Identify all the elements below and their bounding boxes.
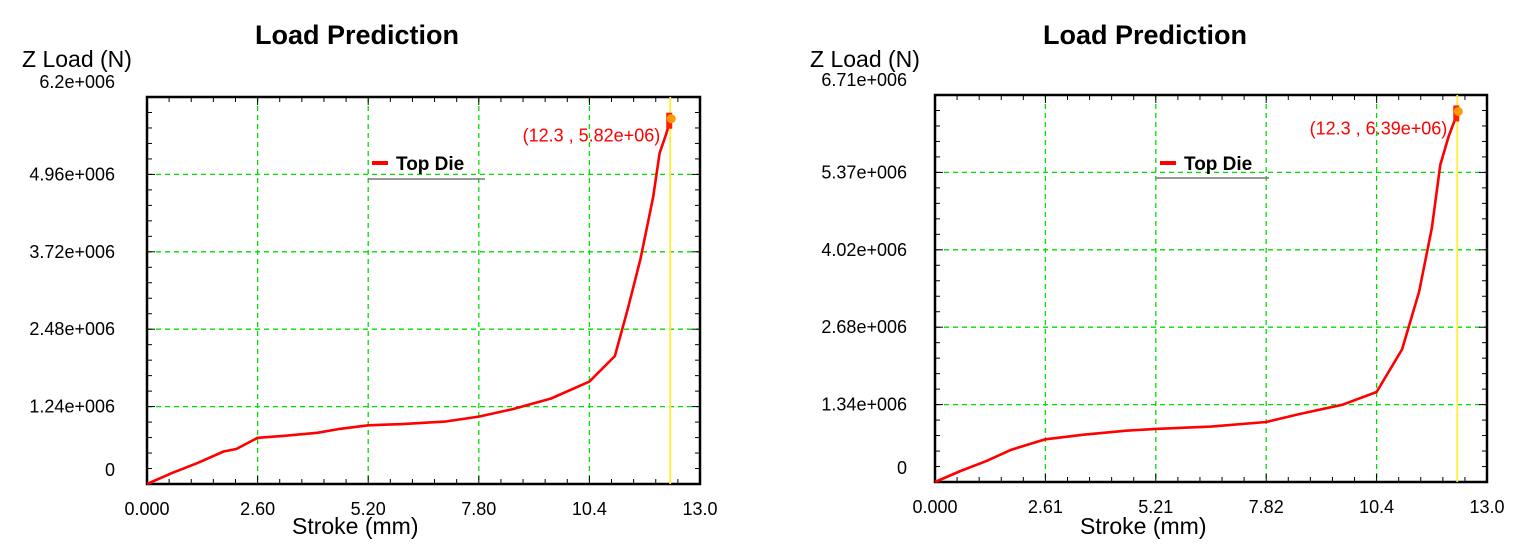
x-tick-label: 5.21 xyxy=(1138,497,1173,517)
plot-frame xyxy=(933,93,1489,484)
x-tick-label: 10.4 xyxy=(572,499,607,519)
load-chart-svg: 0.000 2.60 5.20 7.80 10.4 13.0 0 1.24e+006 2.48e… xyxy=(29,72,717,519)
y-tick-label: 2.68e+006 xyxy=(821,317,907,337)
chart-panel-right: Load Prediction Z Load (N) Stroke (mm) 0… xyxy=(762,0,1525,557)
series-line-top-die xyxy=(934,113,1459,484)
x-tick-label: 5.20 xyxy=(351,499,386,519)
y-tick-label: 3.72e+006 xyxy=(29,242,115,262)
chart-panel-left: Load Prediction Z Load (N) Stroke (mm) 0… xyxy=(0,0,760,557)
x-tick-label: 0.000 xyxy=(124,499,169,519)
load-chart-svg: 0.000 2.61 5.21 7.82 10.4 13.0 0 1.34e+006 2.68e… xyxy=(821,70,1504,517)
y-tick-label: 1.34e+006 xyxy=(821,395,907,415)
y-axis-label: Z Load (N) xyxy=(22,46,132,72)
x-tick-label: 7.82 xyxy=(1249,497,1284,517)
value-annotation: (12.3 , 5.82e+06) xyxy=(523,126,661,146)
cursor-dot xyxy=(666,114,676,124)
x-axis-label: Stroke (mm) xyxy=(1080,513,1207,539)
x-tick-label: 7.80 xyxy=(461,499,496,519)
gridlines xyxy=(935,95,1487,482)
x-axis-label: Stroke (mm) xyxy=(292,513,419,539)
x-tick-label: 13.0 xyxy=(682,499,717,519)
x-tick-label: 13.0 xyxy=(1469,497,1504,517)
series-line-top-die xyxy=(146,120,672,486)
y-tick-label: 0 xyxy=(897,458,907,478)
x-tick-label: 2.60 xyxy=(240,499,275,519)
legend: Top Die xyxy=(368,154,485,180)
legend-label: Top Die xyxy=(1184,154,1252,175)
legend: Top Die xyxy=(1156,154,1269,179)
y-tick-label: 1.24e+006 xyxy=(29,397,115,417)
y-axis-label: Z Load (N) xyxy=(810,46,920,72)
chart-title: Load Prediction xyxy=(255,20,460,50)
legend-label: Top Die xyxy=(396,154,464,175)
x-tick-label: 2.61 xyxy=(1028,497,1063,517)
value-annotation: (12.3 , 6.39e+06) xyxy=(1310,118,1448,138)
cursor-dot xyxy=(1453,106,1463,116)
gridlines xyxy=(147,97,700,484)
y-tick-label: 5.37e+006 xyxy=(821,162,907,182)
y-tick-label: 4.96e+006 xyxy=(29,164,115,184)
y-tick-label: 6.2e+006 xyxy=(39,72,115,92)
y-tick-label: 6.71e+006 xyxy=(821,70,907,90)
y-tick-label: 2.48e+006 xyxy=(29,319,115,339)
y-tick-label: 0 xyxy=(105,460,115,480)
chart-title: Load Prediction xyxy=(1043,20,1248,50)
y-tick-label: 4.02e+006 xyxy=(821,240,907,260)
plot-frame xyxy=(145,95,702,486)
x-tick-label: 10.4 xyxy=(1359,497,1394,517)
x-tick-label: 0.000 xyxy=(912,497,957,517)
